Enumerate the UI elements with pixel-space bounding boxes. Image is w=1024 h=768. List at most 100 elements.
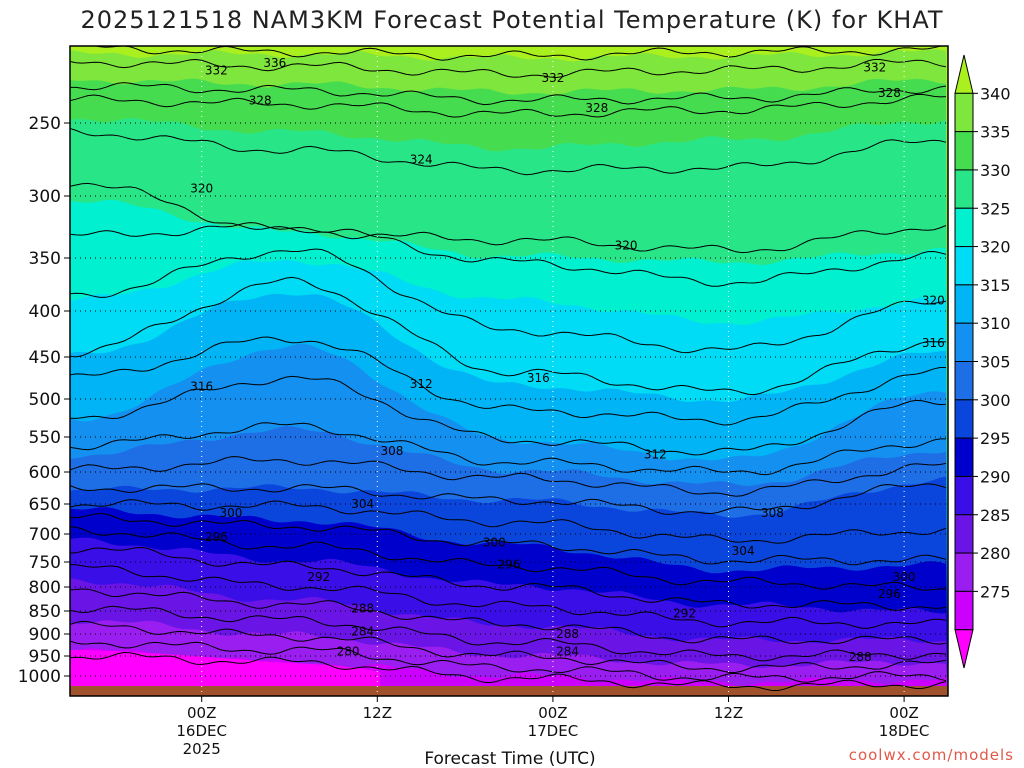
contour-labels: 336 332 332 332 328 328 328 324 320 320 320 316 316 3… [190,56,945,664]
contour-line [70,248,947,354]
colorbar-label: 335 [980,123,1011,142]
contour-label: 328 [249,94,272,108]
contour-label: 296 [498,558,521,572]
colorbar-label: 340 [980,84,1011,103]
contour-line [70,588,947,645]
colorbar-label: 295 [980,429,1011,448]
colorbar-segment [954,54,974,94]
contour-line [70,512,947,566]
contour-label: 312 [644,448,667,462]
contour-label: 332 [205,64,228,78]
contour-label: 320 [190,182,213,196]
contour-label: 288 [849,650,872,664]
chart-title: 2025121518 NAM3KM Forecast Potential Tem… [80,6,943,34]
x-tick-date: 17DEC [528,722,579,740]
colorbar-segment [954,284,974,324]
colorbar-label: 275 [980,582,1011,601]
contour-line [70,82,947,106]
grid-lines [70,46,948,696]
contour-line [70,58,947,79]
x-axis-title: Forecast Time (UTC) [424,749,595,768]
y-tick-label: 300 [29,187,61,207]
contour-label: 308 [761,506,784,520]
y-axis: 250 300 350 400 450 500 550 600 650 700 750 800 850 9… [18,114,70,687]
contour-label: 316 [527,371,550,385]
contour-line [70,336,946,426]
contour-label: 284 [351,625,374,639]
credit-text: coolwx.com/models [849,746,1014,764]
colorbar-segment [954,475,974,516]
y-tick-label: 700 [29,525,61,545]
colorbar-segment [954,361,974,401]
terrain-strip [70,686,948,696]
colorbar-segment [954,131,974,171]
y-tick-label: 800 [29,578,61,598]
y-tick-label: 750 [29,553,61,573]
contour-label: 304 [351,497,374,511]
contour-line [70,620,947,674]
contour-line [70,499,947,544]
x-tick-label: 12Z [714,704,743,722]
colorbar-label: 285 [980,506,1011,525]
contour-label: 324 [410,153,433,167]
x-tick-label: 00Z [538,704,567,722]
y-tick-label: 650 [29,495,61,515]
colorbar-segment [954,92,974,133]
colorbar-label: 300 [980,391,1011,410]
contour-line [70,640,947,683]
colorbar-label: 330 [980,161,1011,180]
x-tick-date: 16DEC [176,722,227,740]
contour-label: 300 [483,535,506,549]
y-tick-label: 350 [29,249,61,269]
y-tick-label: 550 [29,428,61,448]
contour-label: 292 [307,570,330,584]
colorbar-label: 280 [980,544,1011,563]
contour-label: 328 [585,101,608,115]
contour-label: 320 [922,293,945,307]
contour-line [70,526,947,591]
contour-label: 288 [351,602,374,616]
contour-label: 300 [893,570,916,584]
contour-line [70,93,947,118]
color-band [70,650,380,696]
y-tick-label: 450 [29,348,61,368]
contour-label: 288 [556,627,579,641]
contour-label: 308 [380,444,403,458]
contour-label: 328 [878,86,901,100]
plot-frame [69,45,949,697]
colorbar-segment [954,207,974,248]
colorbar-label: 320 [980,238,1011,257]
colorbar-segment [954,590,974,631]
contour-label: 320 [615,239,638,253]
y-tick-label: 500 [29,390,61,410]
color-bands [70,46,948,696]
contour-label: 332 [863,61,886,75]
y-tick-label: 400 [29,302,61,322]
colorbar-segment [954,629,974,669]
x-tick-year: 2025 [183,740,221,758]
contour-line [70,375,947,456]
colorbar-segment [954,437,974,477]
y-tick-label: 900 [29,625,61,645]
contour-line [70,128,947,176]
contour-label: 336 [263,56,286,70]
contour-line [70,276,947,396]
contour-label: 292 [673,606,696,620]
colorbar-segment [954,514,974,554]
x-tick-date: 18DEC [879,722,930,740]
colorbar-label: 305 [980,353,1011,372]
colorbar-label: 310 [980,314,1011,333]
contour-line [70,182,947,254]
contour-label: 296 [205,530,228,544]
contour-line [70,46,947,61]
y-tick-label: 850 [29,602,61,622]
colorbar-label: 290 [980,467,1011,486]
contour-label: 312 [410,377,433,391]
colorbar-segment [954,322,974,362]
contour-label: 316 [922,336,945,350]
colorbar-segment [954,399,974,439]
contour-label: 304 [732,544,755,558]
contour-line [70,422,946,476]
